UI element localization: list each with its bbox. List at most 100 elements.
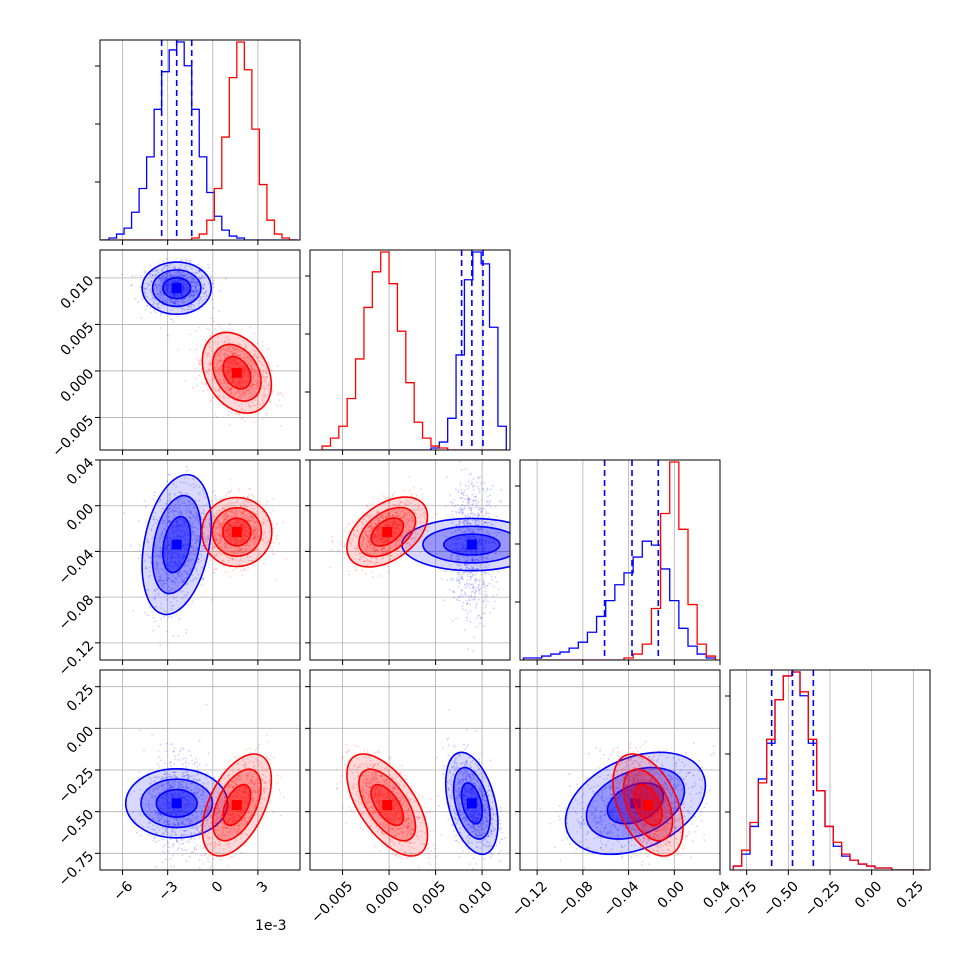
scatter-point-blue [168,473,171,476]
scatter-point-blue [164,299,167,302]
scatter-point-red [212,378,215,381]
scatter-point-red [263,387,266,390]
scatter-point-blue [190,282,193,284]
scatter-point-blue [497,571,500,574]
scatter-point-blue [453,499,456,501]
scatter-point-red [218,356,221,358]
scatter-point-blue [178,266,181,269]
scatter-point-blue [470,512,472,515]
scatter-point-red [253,390,256,393]
scatter-point-red [240,392,243,395]
scatter-point-blue [175,271,178,273]
scatter-point-red [246,356,249,358]
scatter-point-blue [182,580,185,583]
scatter-point-blue [188,305,191,308]
scatter-point-blue [186,542,188,545]
scatter-point-blue [224,277,227,280]
scatter-point-red [197,359,200,362]
scatter-point-blue [466,586,469,589]
scatter-point-blue [175,274,178,277]
scatter-point-blue [214,498,217,500]
scatter-point-red [219,381,222,384]
scatter-point-blue [193,294,196,297]
scatter-point-red [241,573,244,576]
scatter-point-blue [182,481,185,484]
scatter-point-blue [130,544,132,547]
scatter-point-red [273,553,275,556]
scatter-point-blue [177,501,179,504]
scatter-point-red [215,354,218,357]
scatter-point-red [237,378,240,381]
scatter-point-red [244,395,246,398]
scatter-point-red [208,361,211,364]
scatter-point-red [222,375,225,377]
scatter-point-blue [168,298,171,301]
scatter-point-blue [176,300,179,303]
scatter-point-blue [188,260,191,262]
scatter-point-red [229,388,232,391]
scatter-point-red [226,335,229,338]
scatter-point-blue [461,575,464,578]
scatter-point-blue [191,502,194,505]
scatter-point-blue [166,284,169,287]
scatter-point-blue [184,531,186,534]
scatter-point-red [269,512,272,514]
scatter-point-red [229,358,231,361]
scatter-point-blue [176,301,179,304]
scatter-point-blue [183,274,186,277]
scatter-point-blue [445,569,448,572]
scatter-point-blue [165,547,168,550]
scatter-point-blue [151,303,154,306]
scatter-point-red [230,392,233,394]
scatter-point-red [237,337,240,339]
scatter-point-red [408,476,411,478]
scatter-point-red [244,357,247,360]
scatter-point-blue [169,276,171,279]
scatter-point-blue [172,301,175,304]
scatter-point-blue [151,296,154,299]
scatter-point-blue [168,284,171,286]
scatter-point-red [271,546,273,549]
scatter-point-blue [192,516,195,519]
scatter-point-blue [168,519,171,522]
scatter-point-blue [487,600,489,603]
scatter-point-blue [180,531,183,534]
scatter-point-red [303,545,305,547]
scatter-point-blue [193,305,196,308]
scatter-point-blue [197,263,200,266]
scatter-point-red [236,361,239,364]
scatter-point-red [220,379,222,382]
scatter-point-blue [460,589,463,592]
scatter-point-blue [195,577,198,580]
scatter-point-blue [180,294,182,297]
scatter-point-red [247,377,250,380]
scatter-point-blue [178,535,181,538]
scatter-point-blue [187,557,190,559]
scatter-point-blue [157,562,160,565]
scatter-point-blue [159,280,162,283]
scatter-point-blue [177,273,180,276]
scatter-point-red [209,363,212,366]
scatter-point-red [242,569,245,571]
scatter-point-blue [147,588,150,591]
scatter-point-red [240,383,242,385]
scatter-point-red [242,356,245,359]
scatter-point-blue [186,273,189,276]
scatter-point-blue [146,304,148,307]
scatter-point-red [205,558,208,561]
scatter-point-blue [483,481,485,484]
scatter-point-blue [473,636,476,639]
scatter-point-blue [179,264,182,267]
scatter-point-blue [174,303,177,306]
scatter-point-blue [195,511,197,514]
scatter-point-red [279,424,282,427]
scatter-point-blue [143,288,145,290]
scatter-point-red [214,370,217,373]
scatter-point-red [261,373,264,376]
scatter-point-blue [169,510,172,513]
scatter-point-blue [159,277,162,280]
scatter-point-blue [470,594,473,596]
scatter-point-blue [193,519,196,522]
scatter-point-blue [188,508,190,511]
